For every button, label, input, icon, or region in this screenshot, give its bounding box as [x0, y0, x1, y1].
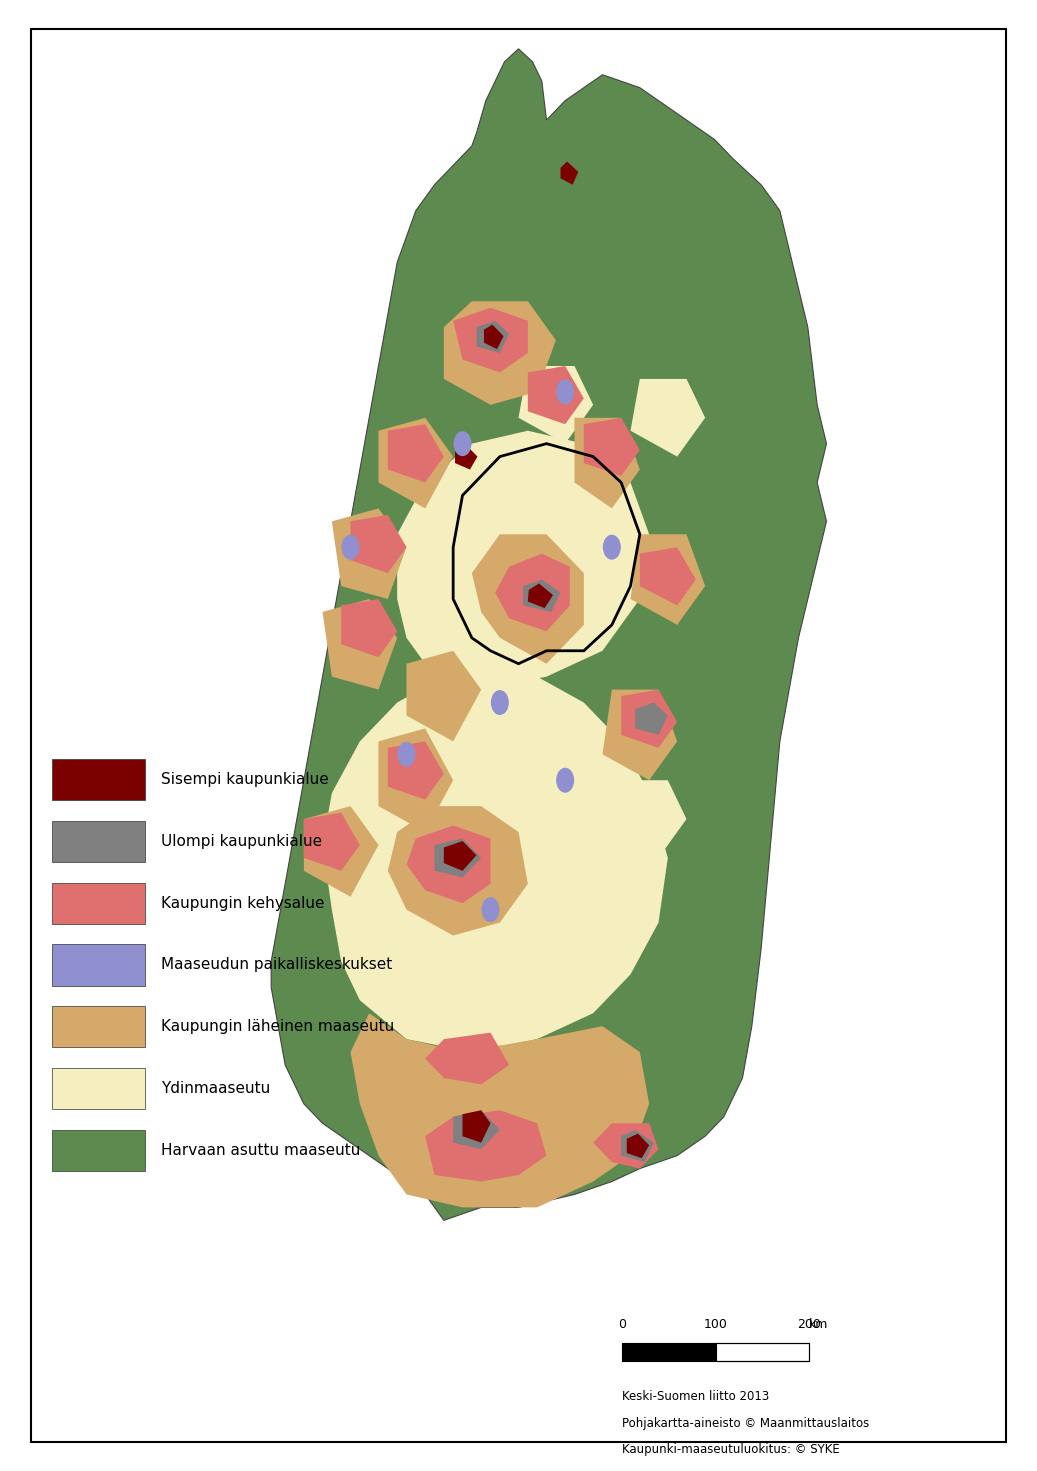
- Bar: [622, 1343, 716, 1361]
- Polygon shape: [630, 380, 705, 456]
- Polygon shape: [379, 728, 453, 833]
- Polygon shape: [407, 650, 481, 741]
- Polygon shape: [444, 841, 476, 871]
- Bar: [716, 1343, 809, 1361]
- Polygon shape: [593, 1124, 658, 1168]
- Polygon shape: [612, 780, 686, 858]
- Polygon shape: [528, 366, 584, 424]
- Polygon shape: [304, 812, 360, 871]
- Circle shape: [492, 691, 508, 715]
- Text: Kaupungin läheinen maaseutu: Kaupungin läheinen maaseutu: [161, 1019, 394, 1034]
- Text: km: km: [809, 1318, 829, 1331]
- Polygon shape: [574, 418, 640, 509]
- Polygon shape: [518, 366, 593, 444]
- Text: Ydinmaaseutu: Ydinmaaseutu: [161, 1081, 270, 1096]
- Polygon shape: [341, 599, 397, 658]
- Circle shape: [557, 768, 573, 791]
- Text: Ulompi kaupunkialue: Ulompi kaupunkialue: [161, 834, 321, 849]
- Polygon shape: [523, 580, 561, 612]
- Polygon shape: [640, 547, 696, 606]
- Text: Maaseudun paikalliskeskukset: Maaseudun paikalliskeskukset: [161, 958, 392, 972]
- Text: 200: 200: [796, 1318, 821, 1331]
- Bar: [52, 759, 145, 800]
- Polygon shape: [561, 162, 579, 185]
- Circle shape: [557, 380, 573, 403]
- Polygon shape: [323, 663, 668, 1052]
- Polygon shape: [388, 806, 528, 936]
- Text: Harvaan asuttu maaseutu: Harvaan asuttu maaseutu: [161, 1143, 360, 1158]
- Polygon shape: [323, 599, 397, 690]
- Polygon shape: [453, 1111, 500, 1149]
- Polygon shape: [425, 1111, 546, 1181]
- Polygon shape: [472, 534, 584, 663]
- Bar: [52, 821, 145, 862]
- Polygon shape: [271, 49, 826, 1221]
- Polygon shape: [528, 584, 553, 608]
- Polygon shape: [388, 741, 444, 800]
- Polygon shape: [602, 690, 677, 780]
- Polygon shape: [630, 534, 705, 625]
- Polygon shape: [635, 703, 668, 736]
- Polygon shape: [379, 418, 453, 509]
- Polygon shape: [397, 431, 649, 690]
- Polygon shape: [425, 1033, 509, 1084]
- Polygon shape: [621, 1130, 653, 1162]
- Text: Sisempi kaupunkialue: Sisempi kaupunkialue: [161, 772, 329, 787]
- Polygon shape: [304, 806, 379, 897]
- Polygon shape: [453, 307, 528, 372]
- Polygon shape: [495, 553, 570, 631]
- Bar: [52, 883, 145, 924]
- Bar: [622, 1343, 809, 1361]
- Polygon shape: [621, 690, 677, 747]
- Polygon shape: [455, 444, 477, 469]
- Polygon shape: [484, 325, 504, 349]
- Circle shape: [454, 432, 471, 456]
- Bar: [52, 1130, 145, 1171]
- Polygon shape: [626, 1134, 649, 1158]
- Polygon shape: [463, 1111, 491, 1143]
- Text: 100: 100: [703, 1318, 728, 1331]
- Polygon shape: [476, 321, 509, 353]
- Text: Pohjakartta-aineisto © Maanmittauslaitos: Pohjakartta-aineisto © Maanmittauslaitos: [622, 1417, 869, 1430]
- Text: Keski-Suomen liitto 2013: Keski-Suomen liitto 2013: [622, 1390, 769, 1403]
- Polygon shape: [444, 302, 556, 405]
- Bar: [52, 1006, 145, 1047]
- Polygon shape: [435, 838, 481, 877]
- Text: 0: 0: [618, 1318, 626, 1331]
- Polygon shape: [388, 424, 444, 482]
- Polygon shape: [351, 515, 407, 574]
- Circle shape: [482, 897, 499, 921]
- FancyBboxPatch shape: [31, 29, 1006, 1442]
- Circle shape: [604, 535, 620, 559]
- Polygon shape: [332, 509, 407, 599]
- Circle shape: [342, 535, 359, 559]
- Text: Kaupungin kehysalue: Kaupungin kehysalue: [161, 896, 325, 911]
- Circle shape: [398, 743, 415, 766]
- Bar: [52, 944, 145, 986]
- Text: Kaupunki-maaseutuluokitus: © SYKE: Kaupunki-maaseutuluokitus: © SYKE: [622, 1443, 840, 1456]
- Bar: [52, 1068, 145, 1109]
- Polygon shape: [351, 1014, 649, 1208]
- Polygon shape: [407, 825, 491, 903]
- Polygon shape: [584, 418, 640, 477]
